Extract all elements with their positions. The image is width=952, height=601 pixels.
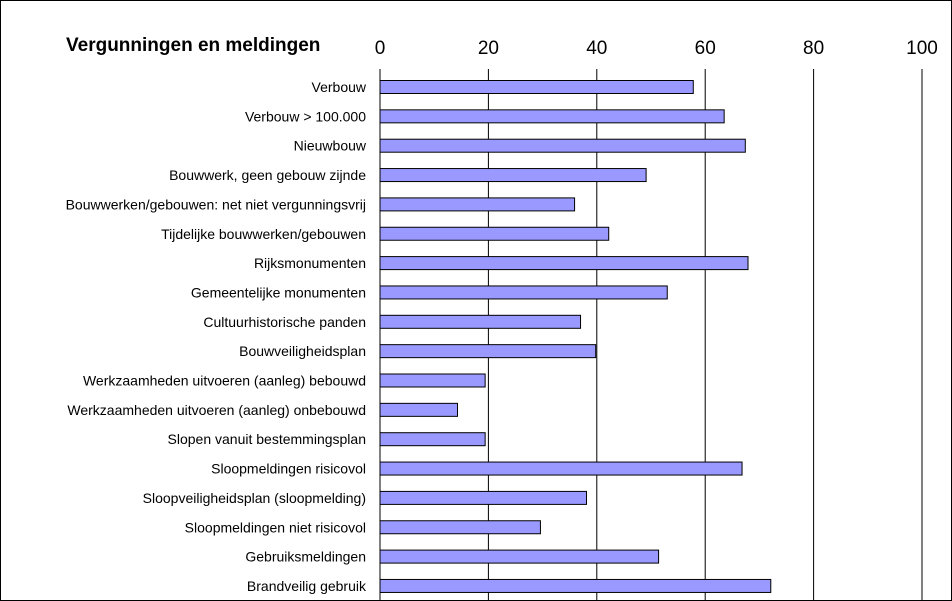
- bar: [379, 549, 660, 564]
- category-label: Verbouw: [312, 79, 367, 95]
- x-tick-label: 60: [695, 38, 716, 59]
- bar: [379, 373, 486, 388]
- x-tick-label: 40: [586, 38, 607, 59]
- category-label: Verbouw > 100.000: [245, 108, 366, 124]
- bar: [379, 109, 725, 124]
- bar: [379, 578, 772, 593]
- category-label: Werkzaamheden uitvoeren (aanleg) onbebou…: [67, 402, 366, 418]
- bar: [379, 80, 694, 94]
- category-label: Tijdelijke bouwwerken/gebouwen: [161, 226, 366, 242]
- category-label: Gebruiksmeldingen: [245, 549, 366, 565]
- x-tick-label: 20: [478, 38, 499, 59]
- category-label: Sloopveiligheidsplan (sloopmelding): [143, 490, 366, 506]
- category-label: Bouwveiligheidsplan: [239, 343, 366, 359]
- bar: [379, 168, 647, 183]
- bar: [379, 256, 749, 271]
- category-label: Bouwwerk, geen gebouw zijnde: [169, 167, 366, 183]
- category-label: Cultuurhistorische panden: [203, 314, 366, 330]
- bar: [379, 314, 582, 329]
- bar: [379, 490, 588, 505]
- category-label: Sloopmeldingen niet risicovol: [185, 519, 366, 535]
- bar: [379, 226, 610, 241]
- category-label: Rijksmonumenten: [254, 255, 366, 271]
- bar: [379, 402, 459, 417]
- bar: [379, 432, 486, 447]
- bar: [379, 285, 668, 300]
- category-label: Sloopmeldingen risicovol: [211, 461, 366, 477]
- bar: [379, 461, 743, 476]
- bars: [379, 80, 772, 593]
- category-label: Brandveilig gebruik: [247, 578, 367, 594]
- category-label: Werkzaamheden uitvoeren (aanleg) bebouwd: [83, 373, 366, 389]
- bar: [379, 520, 541, 535]
- bar: [379, 138, 746, 153]
- category-label: Slopen vanuit bestemmingsplan: [168, 431, 366, 447]
- category-labels: Verbouw Verbouw > 100.000 Nieuwbouw Bouwwer…: [66, 79, 367, 594]
- chart-title: Vergunningen en meldingen: [66, 35, 320, 56]
- x-tick-labels: 0 20 40 60 80 100: [375, 38, 938, 59]
- x-tick-label: 0: [375, 38, 386, 59]
- category-label: Nieuwbouw: [294, 138, 367, 154]
- bar: [379, 197, 576, 212]
- gridlines: [487, 69, 923, 600]
- category-label: Gemeentelijke monumenten: [191, 284, 366, 300]
- bar: [379, 344, 597, 359]
- x-tick-label: 80: [803, 38, 824, 59]
- category-label: Bouwwerken/gebouwen: net niet vergunning…: [66, 196, 366, 212]
- x-tick-label: 100: [906, 38, 938, 59]
